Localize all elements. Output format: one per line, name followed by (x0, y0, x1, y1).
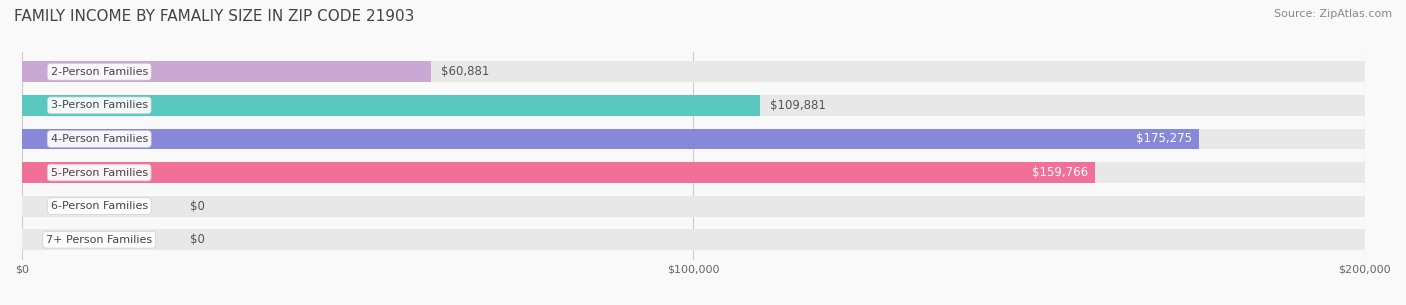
Bar (22, 128, 1199, 149)
Bar (22, 162, 1365, 183)
Text: $175,275: $175,275 (1136, 132, 1192, 145)
Text: 3-Person Families: 3-Person Families (51, 100, 148, 110)
Text: 7+ Person Families: 7+ Person Families (46, 235, 152, 245)
Text: 2-Person Families: 2-Person Families (51, 67, 148, 77)
Text: 5-Person Families: 5-Person Families (51, 167, 148, 178)
Bar (22, 229, 1365, 250)
Text: $0: $0 (190, 233, 205, 246)
Bar (22, 95, 1365, 116)
Bar (22, 128, 1365, 149)
Text: 6-Person Families: 6-Person Families (51, 201, 148, 211)
Text: $159,766: $159,766 (1032, 166, 1088, 179)
Text: FAMILY INCOME BY FAMALIY SIZE IN ZIP CODE 21903: FAMILY INCOME BY FAMALIY SIZE IN ZIP COD… (14, 9, 415, 24)
Bar (22, 61, 1365, 82)
Bar (22, 196, 1365, 217)
Bar (22, 61, 430, 82)
Text: Source: ZipAtlas.com: Source: ZipAtlas.com (1274, 9, 1392, 19)
Bar (22, 95, 759, 116)
Bar (22, 162, 1095, 183)
Text: $60,881: $60,881 (441, 65, 489, 78)
Text: $109,881: $109,881 (770, 99, 827, 112)
Text: 4-Person Families: 4-Person Families (51, 134, 148, 144)
Text: $0: $0 (190, 200, 205, 213)
